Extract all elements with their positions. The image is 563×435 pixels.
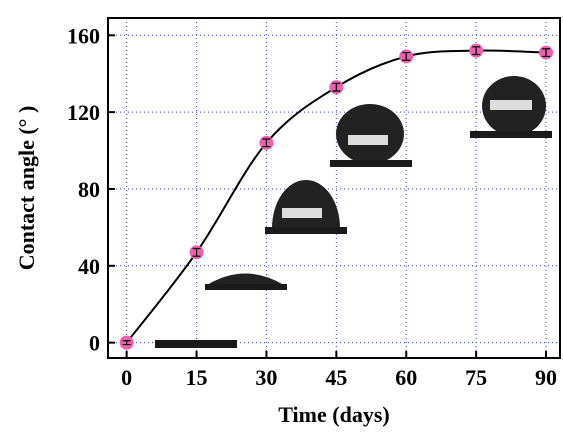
x-tick-label: 90 bbox=[535, 365, 557, 390]
droplet-reflection bbox=[348, 135, 388, 145]
droplet-base bbox=[205, 284, 287, 290]
droplet-images bbox=[155, 76, 552, 348]
droplet bbox=[207, 273, 284, 285]
droplet-base bbox=[330, 160, 412, 167]
x-tick-label: 15 bbox=[186, 365, 208, 390]
droplet bbox=[336, 104, 404, 164]
droplet bbox=[272, 180, 340, 228]
plot-frame bbox=[107, 17, 561, 359]
droplet-reflection bbox=[490, 100, 532, 110]
x-tick-label: 60 bbox=[395, 365, 417, 390]
error-bar bbox=[192, 247, 201, 257]
y-tick-label: 160 bbox=[67, 23, 100, 48]
y-tick-label: 0 bbox=[89, 331, 100, 356]
error-bar bbox=[262, 138, 271, 148]
x-tick-label: 0 bbox=[121, 365, 132, 390]
droplet-base bbox=[470, 131, 552, 138]
y-axis-label: Contact angle (° ) bbox=[14, 106, 39, 271]
error-bar bbox=[472, 46, 481, 56]
x-axis-label: Time (days) bbox=[278, 402, 389, 427]
y-tick-label: 120 bbox=[67, 100, 100, 125]
x-tick-label: 75 bbox=[465, 365, 487, 390]
droplet-base bbox=[265, 227, 347, 234]
x-tick-label: 30 bbox=[255, 365, 277, 390]
error-bar bbox=[332, 82, 341, 92]
error-bar bbox=[122, 340, 131, 346]
error-bar bbox=[542, 48, 551, 58]
y-tick-label: 40 bbox=[78, 254, 100, 279]
grid bbox=[108, 18, 560, 358]
error-bar bbox=[402, 51, 411, 61]
y-tick-label: 80 bbox=[78, 177, 100, 202]
droplet-reflection bbox=[282, 208, 322, 218]
x-tick-label: 45 bbox=[325, 365, 347, 390]
droplet-base bbox=[155, 340, 237, 348]
